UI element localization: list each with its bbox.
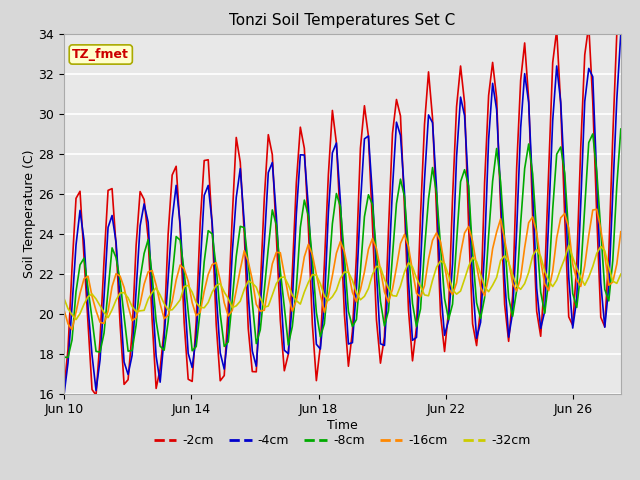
-16cm [96, 319, 104, 325]
-16cm [60, 307, 68, 312]
-2cm [120, 382, 128, 387]
Line: -16cm: -16cm [64, 209, 621, 330]
-32cm [84, 294, 92, 300]
-2cm [340, 312, 348, 317]
-4cm [337, 198, 344, 204]
-16cm [296, 277, 304, 283]
-8cm [60, 354, 68, 360]
Y-axis label: Soil Temperature (C): Soil Temperature (C) [22, 149, 36, 278]
-32cm [340, 269, 348, 275]
-8cm [613, 183, 621, 189]
-32cm [164, 307, 172, 313]
Legend: -2cm, -4cm, -8cm, -16cm, -32cm: -2cm, -4cm, -8cm, -16cm, -32cm [149, 429, 536, 452]
-4cm [80, 238, 88, 243]
-4cm [92, 388, 100, 394]
-32cm [617, 271, 625, 277]
-8cm [84, 286, 92, 292]
-8cm [164, 319, 172, 324]
Title: Tonzi Soil Temperatures Set C: Tonzi Soil Temperatures Set C [229, 13, 456, 28]
Line: -32cm: -32cm [64, 245, 621, 320]
-16cm [164, 312, 172, 318]
Line: -8cm: -8cm [64, 129, 621, 358]
-32cm [565, 242, 573, 248]
-4cm [617, 30, 625, 36]
-4cm [160, 335, 168, 341]
-8cm [340, 254, 348, 260]
-4cm [60, 392, 68, 398]
-2cm [164, 231, 172, 237]
-32cm [72, 317, 80, 323]
-8cm [120, 313, 128, 319]
Text: TZ_fmet: TZ_fmet [72, 48, 129, 61]
-2cm [80, 254, 88, 260]
-4cm [116, 297, 124, 303]
-32cm [296, 301, 304, 307]
-16cm [617, 229, 625, 235]
-16cm [593, 206, 600, 212]
-2cm [296, 124, 304, 130]
-8cm [96, 349, 104, 355]
Line: -2cm: -2cm [64, 25, 621, 395]
-16cm [340, 249, 348, 254]
-8cm [617, 126, 625, 132]
-32cm [120, 290, 128, 296]
-2cm [92, 392, 100, 398]
X-axis label: Time: Time [327, 419, 358, 432]
-32cm [60, 295, 68, 301]
Line: -4cm: -4cm [64, 33, 621, 395]
-2cm [617, 23, 625, 29]
-2cm [60, 386, 68, 392]
-2cm [585, 23, 593, 28]
-16cm [120, 285, 128, 290]
-16cm [68, 327, 76, 333]
-16cm [84, 273, 92, 279]
-4cm [609, 189, 616, 194]
-2cm [96, 336, 104, 342]
-8cm [64, 355, 72, 360]
-32cm [96, 303, 104, 309]
